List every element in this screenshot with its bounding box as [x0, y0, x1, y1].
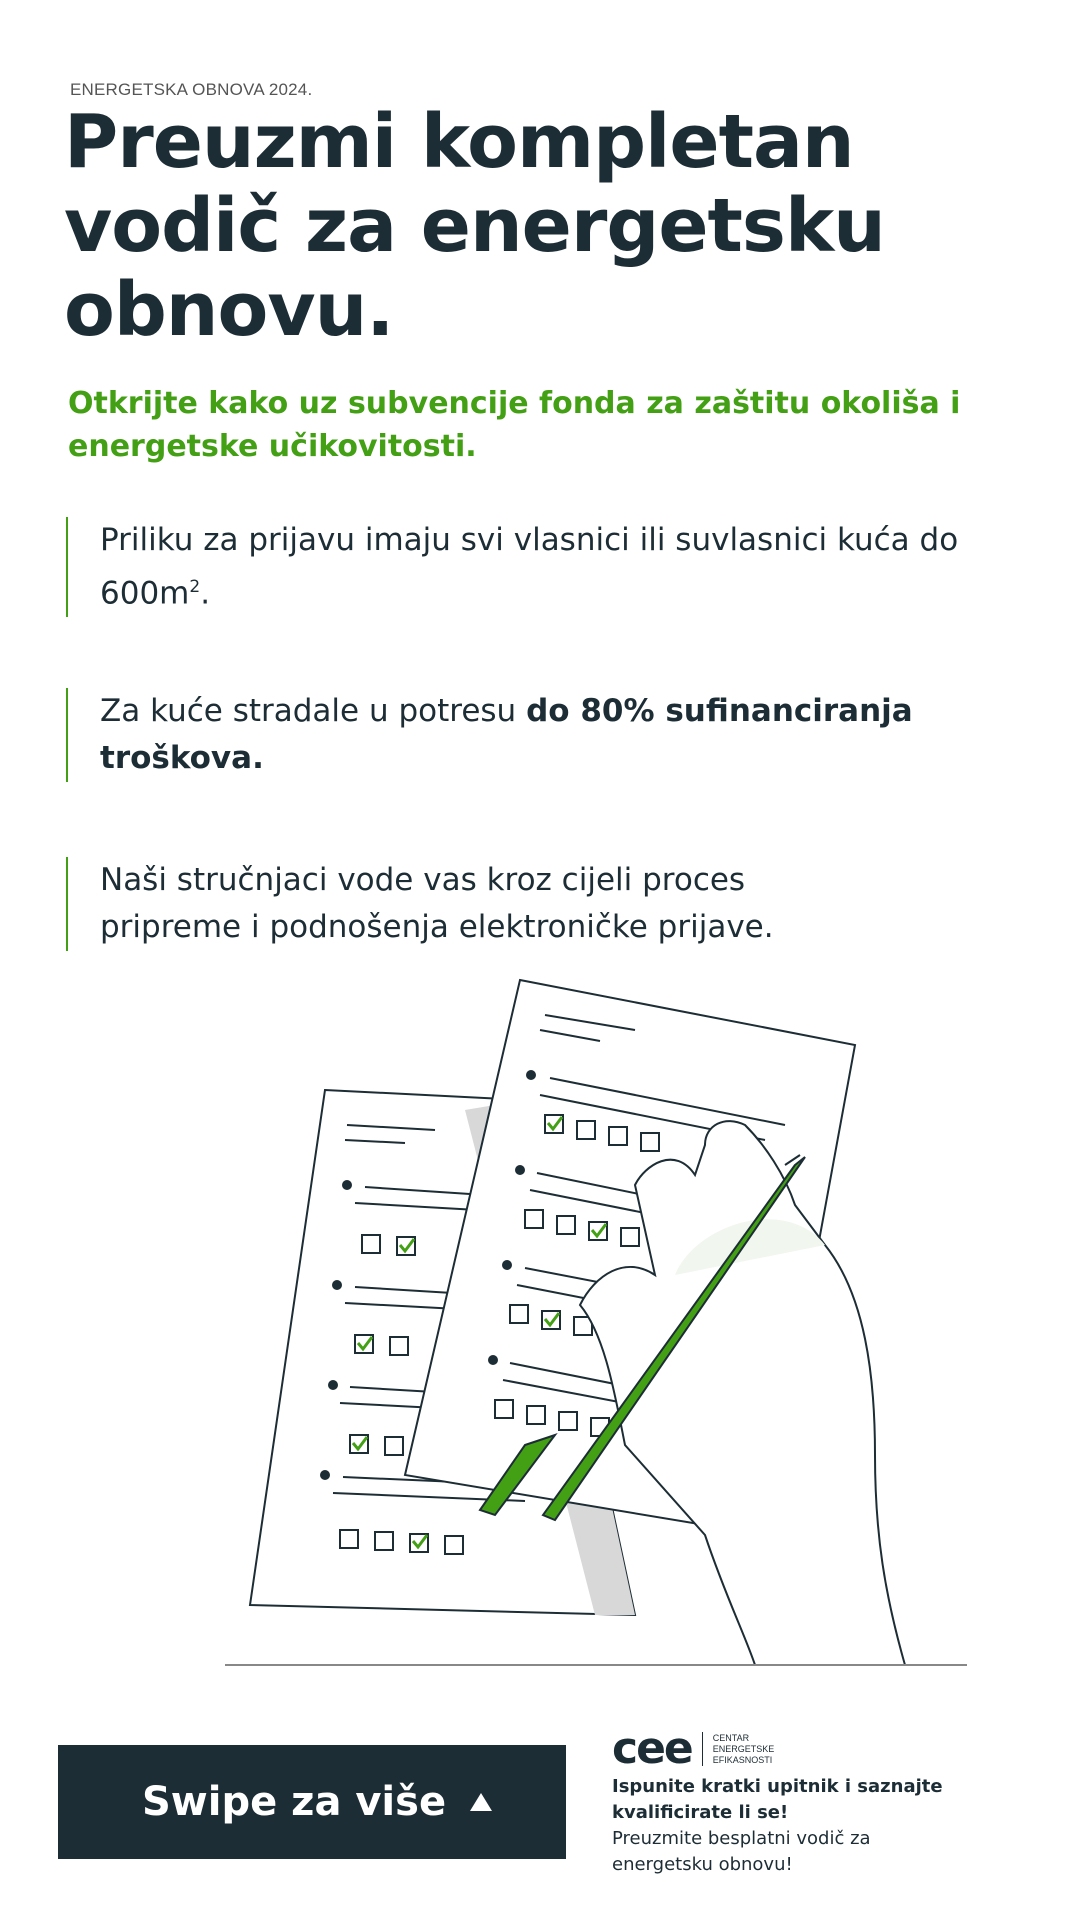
logo-mark: cee — [612, 1723, 694, 1774]
swipe-label: Swipe za više — [142, 1779, 447, 1825]
point-bold-text: do 80% sufinanciranja troškova. — [100, 693, 913, 776]
logo-line: CENTAR — [712, 1732, 750, 1743]
info-point-ownership: Priliku za prijavu imaju svi vlasnici il… — [66, 517, 1000, 618]
footer-headline: Ispunite kratki upitnik i saznajte kvali… — [612, 1776, 943, 1823]
logo-separator — [701, 1732, 703, 1766]
point-suffix: . — [200, 575, 211, 612]
pen-icon — [478, 1154, 806, 1522]
point-text: Naši stručnjaci vode vas kroz cijeli pro… — [100, 862, 774, 945]
footer-text: Ispunite kratki upitnik i saznajte kvali… — [612, 1774, 952, 1878]
forms-and-hand-illustration — [225, 978, 967, 1666]
cee-logo: cee CENTAR ENERGETSKE EFIKASNOSTI — [612, 1727, 774, 1771]
triangle-up-icon — [470, 1793, 492, 1811]
swipe-for-more-button[interactable]: Swipe za više — [58, 1745, 566, 1859]
info-point-earthquake: Za kuće stradale u potresu do 80% sufina… — [66, 688, 1000, 782]
eyebrow-label: ENERGETSKA OBNOVA 2024. — [70, 80, 313, 99]
point-superscript: 2 — [189, 577, 201, 597]
subtitle: Otkrijte kako uz subvencije fonda za zaš… — [68, 386, 961, 464]
footer-body: Preuzmite besplatni vodič za energetsku … — [612, 1828, 871, 1875]
logo-line: ENERGETSKE — [712, 1743, 775, 1754]
hand — [578, 1120, 907, 1666]
point-text: Priliku za prijavu imaju svi vlasnici il… — [100, 522, 959, 612]
info-point-experts: Naši stručnjaci vode vas kroz cijeli pro… — [66, 857, 820, 951]
page-title: Preuzmi kompletan vodič za energetsku ob… — [64, 99, 886, 353]
logo-line: EFIKASNOSTI — [712, 1754, 773, 1765]
logo-text: CENTAR ENERGETSKE EFIKASNOSTI — [713, 1733, 775, 1766]
point-text: Za kuće stradale u potresu — [100, 693, 527, 729]
